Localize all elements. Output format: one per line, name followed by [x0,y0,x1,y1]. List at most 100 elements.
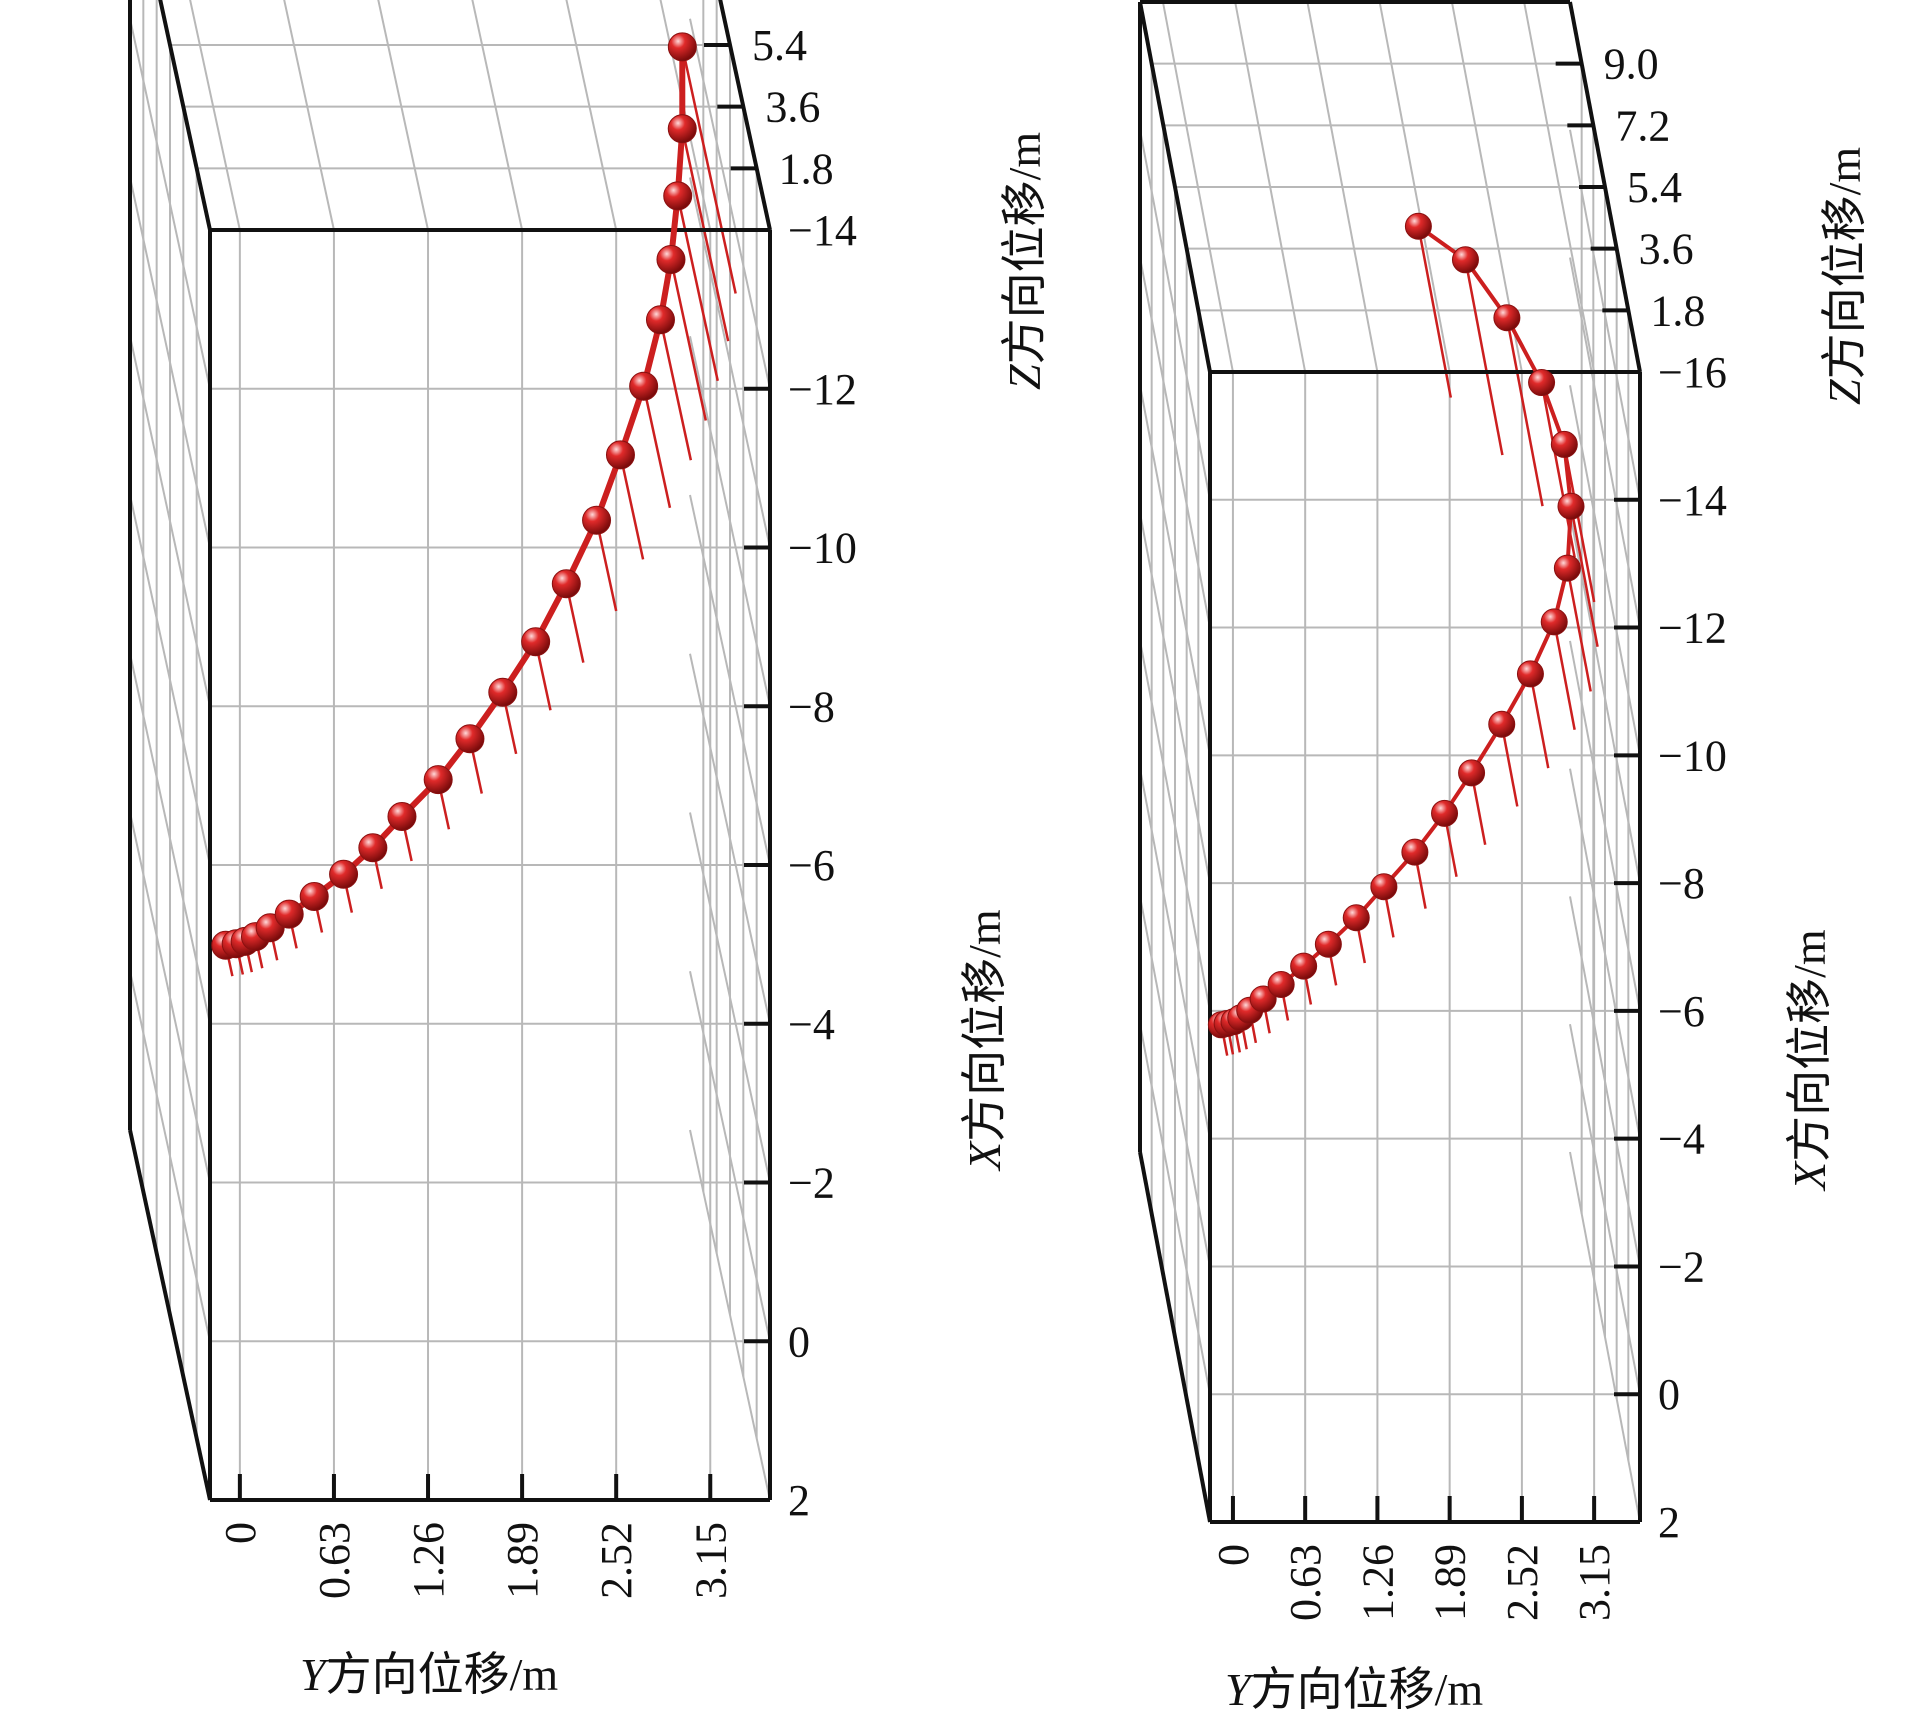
x-tick-label: −12 [788,365,857,414]
x-axis-title: X方向位移/m [959,909,1010,1172]
stem-line [1563,444,1596,603]
x-tick-label: 0 [788,1317,810,1366]
data-point [1458,759,1486,787]
y-axis-var: Y [300,1649,330,1700]
grid-line [189,0,241,231]
x-tick-label: −8 [788,682,835,731]
data-point [663,181,693,211]
data-point [1451,246,1479,274]
y-tick-label: 0 [1209,1544,1258,1566]
grid-layer [1139,1,1641,1523]
y-tick-label: 0 [216,1522,265,1544]
ticks-layer: −16 −14 −12 −10 −8 −6 −4 −2 0 2 9.0 7.2 5.4 3.6 1.8 0 0.… [1209,40,1727,1621]
x-axis-label: 方向位移/m [1784,929,1835,1162]
y-tick-label: 3.15 [1570,1544,1619,1621]
y-tick-label: 0.63 [310,1522,359,1599]
y-axis-title: Y方向位移/m [300,1649,558,1700]
y-axis-var: Y [1225,1664,1255,1715]
data-point [582,505,612,535]
data-point [488,677,518,707]
y-tick-label: 1.26 [1353,1544,1402,1621]
series-line [1220,224,1573,1027]
y-axis-title: Y方向位移/m [1225,1664,1483,1715]
points-layer [1207,212,1585,1039]
data-point [1314,930,1342,958]
z-tick-label: 7.2 [739,0,794,8]
data-point [423,765,453,795]
stem-line [1566,567,1592,692]
y-tick-label: 3.15 [686,1522,735,1599]
z-tick-label: 7.2 [1615,101,1670,150]
points-layer [211,32,697,960]
stem-line [1505,317,1544,507]
frame-edge [1138,1151,1212,1523]
data-point [1290,952,1318,980]
x-tick-label: −8 [1658,859,1705,908]
data-point [1516,660,1544,688]
stem-line [1552,621,1576,731]
data-point [1401,838,1429,866]
data-point [667,114,697,144]
data-point [358,833,388,863]
x-tick-label: −6 [1658,987,1705,1036]
z-tick-label: 5.4 [1627,163,1682,212]
stem-line [1529,673,1550,769]
data-point [1342,904,1370,932]
data-point [299,881,329,911]
ticks-layer: −14−12−10−8−6−4−2029.07.25.43.61.800.631… [216,0,857,1599]
x-tick-label: −12 [1658,604,1727,653]
frame-edge [158,0,212,231]
curve-layer [225,46,686,949]
data-point [1267,971,1295,998]
z-axis-var: Z [999,364,1050,390]
data-point [455,724,485,754]
data-point [645,305,675,335]
y-tick-label: 2.52 [1498,1544,1547,1621]
data-point [667,32,697,62]
y-tick-label: 1.26 [404,1522,453,1599]
x-tick-label: 2 [788,1476,810,1525]
data-point [656,244,686,274]
stems-layer [1220,226,1599,1056]
x-tick-label: −14 [1658,476,1727,525]
data-point [629,371,659,401]
x-axis-label: 方向位移/m [959,909,1010,1142]
z-tick-label: 3.6 [765,83,820,132]
data-point [1370,873,1398,901]
y-tick-label: 2.52 [592,1522,641,1599]
data-point [1493,304,1521,332]
data-point [1528,369,1556,397]
z-axis-var: Z [1819,379,1870,405]
grid-line [471,0,524,231]
data-point [1553,554,1581,582]
x-tick-label: −2 [788,1159,835,1208]
stem-line [619,454,645,560]
data-point [1431,799,1459,827]
curve-layer [1220,224,1573,1027]
grid-line [377,0,430,231]
x-tick-label: −4 [1658,1115,1705,1164]
x-tick-label: −4 [788,1000,835,1049]
stem-line [681,46,737,294]
data-point [274,899,304,929]
data-point [329,859,359,889]
stem-line [1417,226,1453,398]
z-axis-title: Z方向位移/m [1819,147,1870,405]
x-axis-var: X [959,1140,1010,1172]
x-tick-label: −10 [788,524,857,573]
z-axis-title: Z方向位移/m [999,132,1050,390]
z-tick-label: 9.0 [1604,40,1659,89]
stems-layer [224,46,737,977]
data-point [1557,492,1585,520]
data-point [387,801,417,831]
stem-line [1464,259,1504,456]
x-tick-label: −14 [788,206,857,255]
x-tick-label: −16 [1658,348,1727,397]
stem-line [642,385,672,509]
grid-line [283,0,335,231]
y-tick-label: 1.89 [498,1522,547,1599]
x-tick-label: −10 [1658,731,1727,780]
data-point [1550,430,1578,458]
data-point [1488,710,1516,738]
